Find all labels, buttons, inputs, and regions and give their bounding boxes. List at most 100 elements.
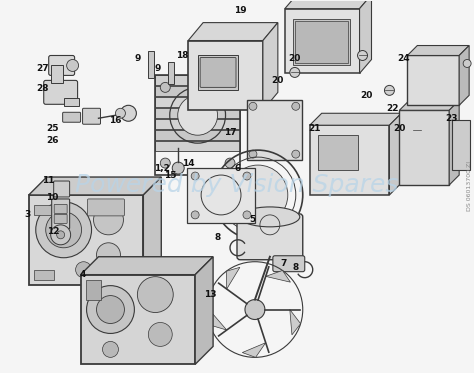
Circle shape (290, 68, 300, 78)
Bar (155, 130, 240, 140)
Circle shape (148, 323, 172, 347)
FancyBboxPatch shape (52, 199, 70, 229)
Bar (29, 195, 143, 285)
Circle shape (249, 150, 257, 158)
Bar (155, 119, 240, 129)
Bar (155, 75, 240, 175)
Circle shape (87, 286, 135, 333)
Text: 22: 22 (386, 104, 399, 113)
Polygon shape (188, 23, 278, 41)
Circle shape (245, 300, 265, 320)
Text: 11: 11 (43, 176, 55, 185)
FancyBboxPatch shape (54, 204, 67, 213)
Ellipse shape (240, 207, 300, 227)
Text: 5: 5 (249, 215, 255, 225)
Bar (198, 56, 238, 90)
Text: 23: 23 (445, 114, 457, 123)
Circle shape (463, 59, 471, 68)
Polygon shape (210, 311, 227, 330)
Bar (81, 275, 195, 364)
Text: 24: 24 (397, 54, 410, 63)
Text: 9: 9 (154, 64, 161, 73)
Circle shape (243, 211, 251, 219)
Polygon shape (81, 257, 213, 275)
Text: 18: 18 (176, 51, 189, 60)
Polygon shape (400, 100, 459, 110)
Text: 25: 25 (46, 124, 59, 133)
Bar (155, 75, 240, 85)
Bar (407, 56, 459, 105)
Polygon shape (285, 0, 372, 9)
FancyBboxPatch shape (63, 112, 81, 122)
Text: 12: 12 (47, 227, 60, 236)
Bar (318, 135, 357, 170)
Text: DS 06013700 ZI: DS 06013700 ZI (466, 161, 472, 211)
Polygon shape (390, 113, 401, 195)
Circle shape (249, 102, 257, 110)
FancyBboxPatch shape (82, 108, 100, 124)
Circle shape (36, 202, 91, 258)
Circle shape (178, 95, 218, 135)
Text: Powered by Vision Spares: Powered by Vision Spares (75, 173, 399, 197)
Polygon shape (310, 113, 401, 125)
Text: 10: 10 (46, 194, 59, 203)
Bar (51, 65, 63, 84)
FancyBboxPatch shape (273, 256, 305, 272)
Circle shape (191, 172, 199, 180)
Circle shape (225, 82, 235, 93)
Circle shape (357, 50, 367, 60)
FancyBboxPatch shape (54, 181, 70, 197)
Polygon shape (266, 270, 291, 282)
Polygon shape (143, 177, 161, 285)
Polygon shape (407, 46, 469, 56)
Text: 6: 6 (235, 164, 241, 173)
Text: 9: 9 (134, 54, 141, 63)
Bar (64, 98, 79, 106)
Text: 19: 19 (234, 6, 246, 15)
Circle shape (292, 150, 300, 158)
Circle shape (225, 158, 235, 168)
Text: 28: 28 (36, 84, 49, 93)
Circle shape (228, 165, 288, 225)
Bar (155, 108, 240, 118)
Circle shape (57, 231, 64, 239)
Polygon shape (226, 267, 240, 289)
Circle shape (46, 212, 82, 248)
Bar (310, 125, 390, 195)
Bar (247, 100, 302, 160)
FancyBboxPatch shape (49, 56, 74, 75)
Circle shape (76, 262, 91, 278)
Text: 16: 16 (109, 116, 122, 125)
Bar (168, 62, 174, 84)
Circle shape (97, 295, 124, 323)
Polygon shape (459, 46, 469, 105)
Bar (155, 87, 240, 96)
Bar (285, 9, 360, 73)
Circle shape (137, 277, 173, 313)
Circle shape (120, 105, 137, 121)
Bar (400, 110, 449, 185)
Bar (188, 41, 263, 110)
Bar (187, 168, 255, 223)
Text: 21: 21 (309, 124, 321, 133)
Text: 3: 3 (25, 210, 31, 219)
Text: 26: 26 (46, 136, 59, 145)
FancyBboxPatch shape (200, 57, 236, 87)
Text: 20: 20 (393, 124, 406, 133)
Circle shape (160, 82, 170, 93)
Bar (295, 21, 347, 63)
Circle shape (97, 243, 120, 267)
Circle shape (160, 158, 170, 168)
Text: 7: 7 (281, 259, 287, 268)
FancyBboxPatch shape (237, 214, 303, 260)
Text: 20: 20 (272, 76, 284, 85)
Circle shape (191, 211, 199, 219)
Circle shape (116, 108, 126, 118)
Circle shape (384, 85, 394, 95)
Polygon shape (263, 23, 278, 110)
Bar (155, 97, 240, 107)
Circle shape (172, 162, 184, 174)
Circle shape (93, 205, 123, 235)
Text: 20: 20 (289, 54, 301, 63)
Circle shape (67, 59, 79, 72)
